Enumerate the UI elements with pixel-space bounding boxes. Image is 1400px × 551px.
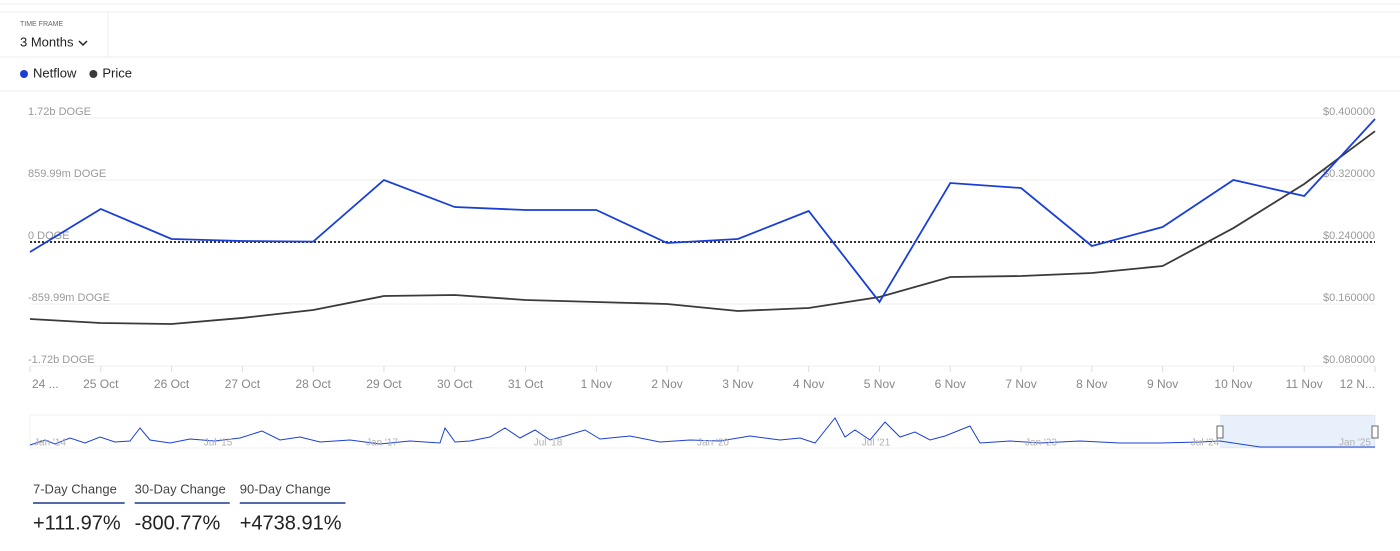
x-tick-label: 5 Nov bbox=[864, 377, 895, 391]
navigator-label: Jul '18 bbox=[534, 438, 563, 449]
x-tick-label: 9 Nov bbox=[1147, 377, 1178, 391]
y2-tick-label: $0.320000 bbox=[1323, 168, 1375, 180]
x-tick-label: 27 Oct bbox=[225, 377, 261, 391]
plot: 1.72b DOGE 859.99m DOGE 0 DOGE -859.99m DOG… bbox=[28, 106, 1376, 391]
navigator-label: Jul '24 bbox=[1191, 438, 1220, 449]
y2-tick-label: $0.400000 bbox=[1323, 106, 1375, 118]
stat-value: -800.77% bbox=[135, 512, 221, 534]
y2-tick-label: $0.160000 bbox=[1323, 292, 1375, 304]
stat-label: 90-Day Change bbox=[240, 481, 331, 496]
stat-value: +111.97% bbox=[33, 512, 121, 534]
x-tick-label: 29 Oct bbox=[366, 377, 402, 391]
x-tick-label: 11 Nov bbox=[1286, 377, 1323, 391]
navigator-handle[interactable] bbox=[1371, 425, 1379, 439]
x-tick-label: 30 Oct bbox=[437, 377, 473, 391]
stat-value: +4738.91% bbox=[240, 512, 342, 534]
stat-label: 30-Day Change bbox=[135, 481, 226, 496]
x-tick-label: 2 Nov bbox=[651, 377, 682, 391]
series-line bbox=[29, 130, 1376, 325]
navigator-series bbox=[29, 417, 1375, 448]
y-tick-label: -859.99m DOGE bbox=[28, 292, 110, 304]
x-tick-label: 4 Nov bbox=[793, 377, 824, 391]
legend-marker bbox=[89, 70, 98, 78]
x-tick-label: 3 Nov bbox=[722, 377, 753, 391]
navigator-handle[interactable] bbox=[1216, 425, 1224, 439]
time-frame-dropdown[interactable]: 3 Months bbox=[20, 34, 74, 49]
navigator-label: Jul '21 bbox=[862, 438, 891, 449]
navigator-label: Jan '23 bbox=[1025, 438, 1057, 449]
legend-label: Price bbox=[102, 65, 132, 80]
time-frame-label: TIME FRAME bbox=[20, 21, 63, 28]
navigator-label: Jan '17 bbox=[366, 438, 398, 449]
x-tick-label: 6 Nov bbox=[935, 377, 966, 391]
legend: Netflow Price bbox=[20, 65, 132, 80]
navigator-selection[interactable] bbox=[1220, 415, 1375, 448]
dropdown-arrow[interactable] bbox=[78, 40, 88, 47]
stat-label: 7-Day Change bbox=[33, 481, 117, 496]
x-tick-label: 25 Oct bbox=[83, 377, 119, 391]
navigator-label: Jul '15 bbox=[204, 438, 233, 449]
series-line bbox=[29, 118, 1376, 304]
y-tick-label: 0 DOGE bbox=[28, 230, 70, 242]
legend-label: Netflow bbox=[33, 65, 77, 80]
x-tick-label: 28 Oct bbox=[295, 377, 331, 391]
y-tick-label: 1.72b DOGE bbox=[28, 106, 91, 118]
y-tick-label: -1.72b DOGE bbox=[28, 354, 95, 366]
navigator-label: Jan '14 bbox=[34, 438, 66, 449]
x-tick-label: 24 ... bbox=[32, 377, 59, 391]
y2-tick-label: $0.240000 bbox=[1323, 230, 1375, 242]
x-tick-label: 10 Nov bbox=[1214, 377, 1252, 391]
x-tick-label: 8 Nov bbox=[1076, 377, 1107, 391]
legend-marker bbox=[20, 70, 28, 78]
navigator-label: Jan '20 bbox=[697, 438, 729, 449]
x-tick-label: 31 Oct bbox=[508, 377, 544, 391]
x-tick-label: 7 Nov bbox=[1005, 377, 1036, 391]
stats: 7-Day Change +111.97% 30-Day Change -800.77… bbox=[33, 481, 346, 534]
x-tick-label: 12 N... bbox=[1340, 377, 1375, 391]
x-tick-label: 26 Oct bbox=[154, 377, 190, 391]
navigator-label: Jan '25 bbox=[1339, 438, 1371, 449]
navigator-labels: Jan '14 Jul '15 Jan '17 Jul '18 Jan '20 Jul '… bbox=[34, 438, 1371, 449]
y-tick-label: 859.99m DOGE bbox=[28, 168, 106, 180]
x-tick-label: 1 Nov bbox=[581, 377, 612, 391]
y2-tick-label: $0.080000 bbox=[1323, 354, 1375, 366]
